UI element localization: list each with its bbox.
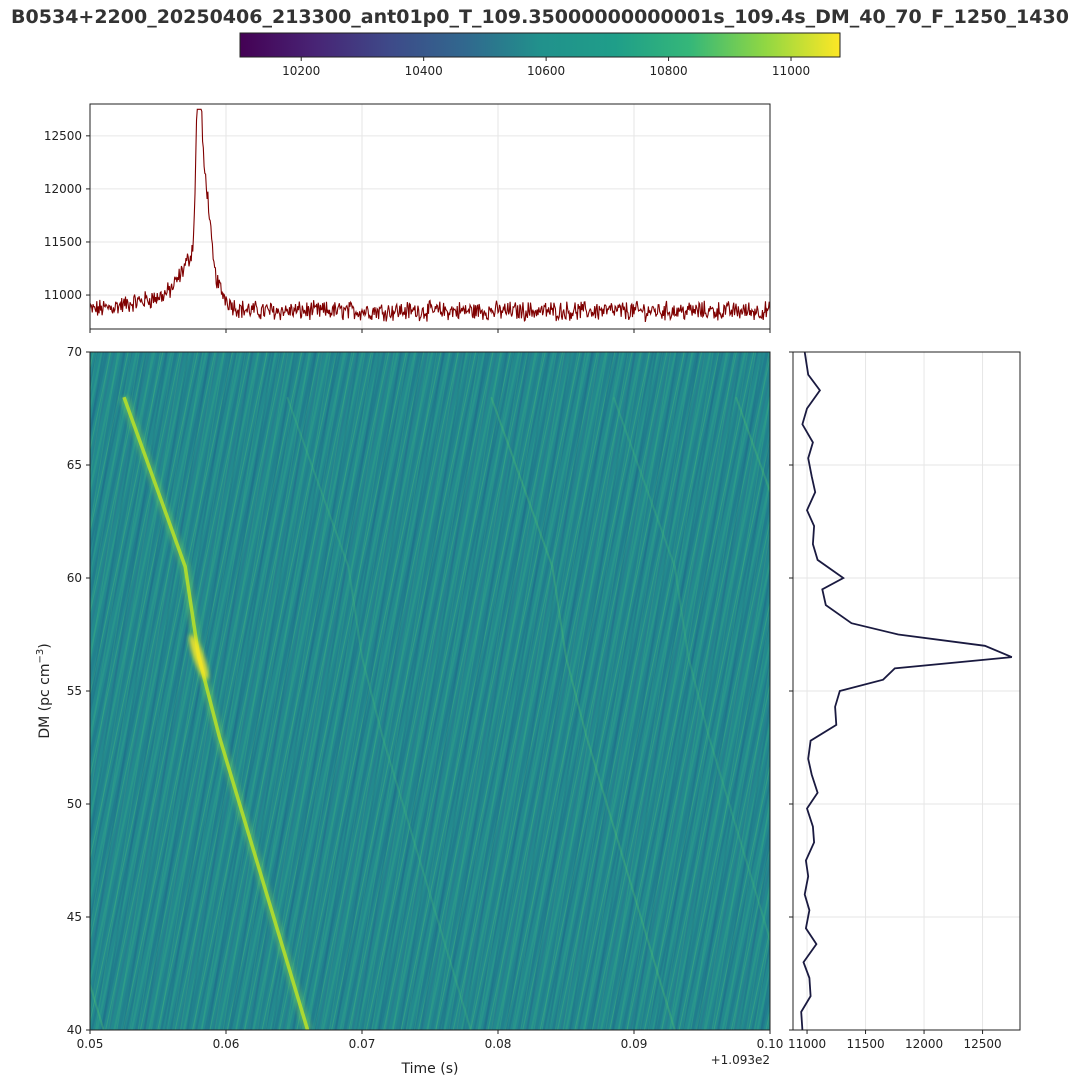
colorbar-gradient	[239, 32, 841, 58]
dm-curve-tick-label: 11500	[846, 1037, 884, 1051]
heatmap-tick-label-y: 40	[67, 1023, 82, 1037]
timeseries-ticks: 11000 11500 12000 12500	[44, 129, 771, 333]
heatmap-tick-label-x: 0.06	[213, 1037, 240, 1051]
heatmap-tick-label-x: 0.08	[485, 1037, 512, 1051]
dm-curve-ticks: 11000 11500 12000 12500	[788, 351, 1002, 1051]
dm-curve-tick-label: 12000	[905, 1037, 943, 1051]
heatmap-tick-label-y: 65	[67, 458, 82, 472]
x-axis-label: Time (s)	[401, 1061, 459, 1077]
heatmap-tick-label-y: 60	[67, 571, 82, 585]
heatmap-faint-track	[612, 396, 770, 944]
colorbar-tick-label: 10200	[282, 64, 320, 78]
timeseries-tick-label: 11000	[44, 288, 82, 302]
dm-curve-line	[800, 351, 1013, 1031]
timeseries-line	[89, 108, 771, 323]
y-axis-label: DM (pc cm−3)	[35, 643, 53, 738]
heatmap-texture	[90, 352, 770, 1030]
heatmap-tick-label-y: 45	[67, 910, 82, 924]
dm-curve-panel: 11000 11500 12000 12500	[788, 351, 1021, 1051]
timeseries-tick-label: 11500	[44, 235, 82, 249]
x-offset-text: +1.093e2	[711, 1053, 770, 1067]
heatmap-ticks: 0.05 0.06 0.07 0.08 0.09 0.10 40 45 50 55 60 65 70	[67, 345, 784, 1051]
timeseries-tick-label: 12500	[44, 129, 82, 143]
heatmap-tick-label-x: 0.09	[621, 1037, 648, 1051]
heatmap-tick-label-x: 0.07	[349, 1037, 376, 1051]
colorbar-ticks: 10200 10400 10600 10800 11000	[282, 57, 810, 78]
heatmap-tick-label-y: 50	[67, 797, 82, 811]
dm-curve-tick-label: 12500	[963, 1037, 1001, 1051]
heatmap-signal-track	[119, 395, 312, 1030]
dm-time-heatmap: 0.05 0.06 0.07 0.08 0.09 0.10 40 45 50 55 60 65 70 T…	[35, 345, 784, 1077]
heatmap-signal-core	[122, 396, 310, 1030]
colorbar-tick-label: 11000	[772, 64, 810, 78]
heatmap-tick-label-x: 0.10	[757, 1037, 784, 1051]
heatmap-tick-label-y: 70	[67, 345, 82, 359]
heatmap-faint-tracks	[90, 396, 770, 1030]
chart-title: B0534+2200_20250406_213300_ant01p0_T_109…	[11, 6, 1069, 28]
heatmap-faint-track	[286, 396, 472, 1030]
dm-curve-tick-label: 11000	[788, 1037, 826, 1051]
timeseries-tick-label: 12000	[44, 182, 82, 196]
colorbar-tick-label: 10400	[405, 64, 443, 78]
timeseries-panel: 11000 11500 12000 12500	[44, 103, 771, 333]
colorbar: 10200 10400 10600 10800 11000	[239, 32, 841, 78]
colorbar-tick-label: 10600	[527, 64, 565, 78]
colorbar-tick-label: 10800	[649, 64, 687, 78]
heatmap-tick-label-x: 0.05	[77, 1037, 104, 1051]
heatmap-faint-track	[490, 396, 676, 1030]
heatmap-tick-label-y: 55	[67, 684, 82, 698]
heatmap-signal-peak	[189, 634, 209, 680]
